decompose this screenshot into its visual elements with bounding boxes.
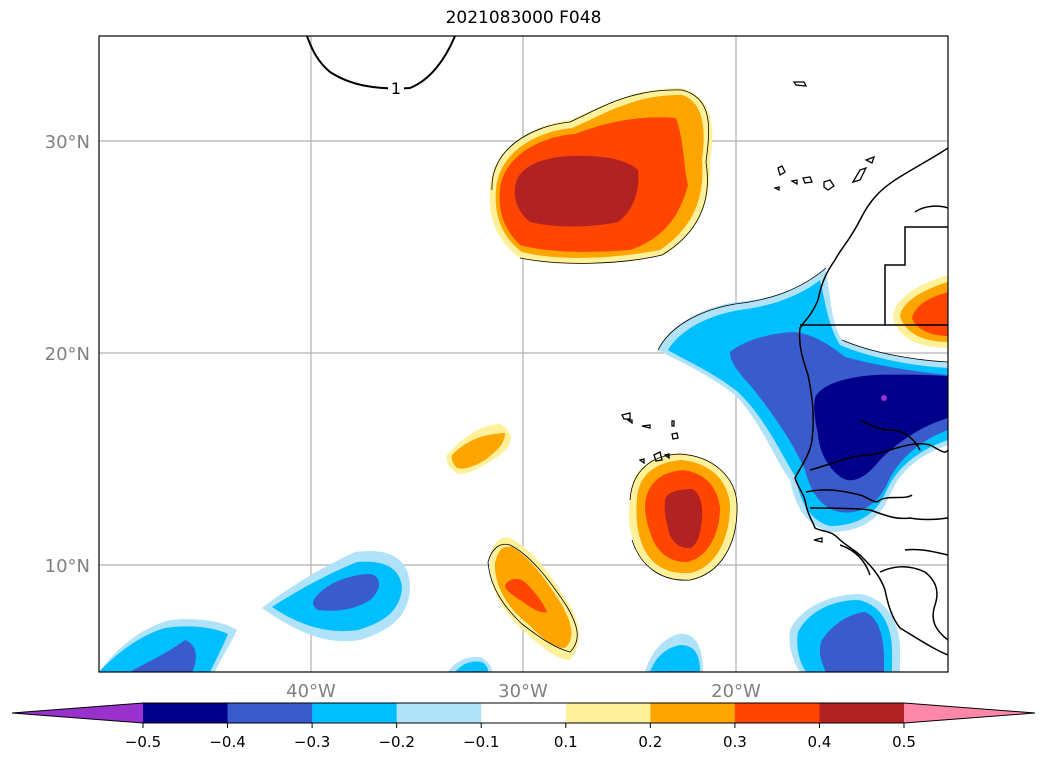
cold-anomaly-southwest [99, 550, 492, 672]
colorbar-tick-label: −0.5 [125, 733, 161, 751]
colorbar-extend-low [12, 703, 143, 723]
warm-anomaly-cape-verde [628, 453, 738, 581]
lon-label-40w: 40°W [286, 681, 336, 702]
border-morocco [914, 205, 948, 213]
canary-island-2 [790, 179, 798, 186]
colorbar-bin [227, 703, 313, 723]
border-sierraleone [839, 544, 871, 576]
lat-label-20n: 20°N [45, 344, 90, 365]
cape-verde-island-1 [621, 412, 631, 420]
colorbar-bin [312, 703, 398, 723]
border-lines [800, 226, 948, 326]
contour-label-bg [388, 79, 404, 97]
islands [621, 81, 876, 543]
border-gambia [805, 489, 913, 503]
bissagos-islands [813, 537, 823, 543]
cape-verde-island-7 [653, 451, 663, 462]
colorbar-tick-label: −0.4 [209, 733, 245, 751]
contour-label: 1 [391, 79, 401, 98]
warm-anomaly-north [489, 88, 713, 265]
lat-labels: 30°N 20°N 10°N [45, 132, 90, 577]
canary-island-3 [802, 176, 813, 184]
colorbar-bin [819, 703, 905, 723]
border-burkina [904, 548, 948, 556]
lat-label-30n: 30°N [45, 132, 90, 153]
colorbar: −0.5 −0.4 −0.3 −0.2 −0.1 0.1 0.2 0.3 0.4 0.5 [11, 702, 1036, 751]
colorbar-tick-label: 0.1 [554, 733, 578, 751]
canary-island-1 [777, 165, 786, 176]
map-frame [98, 35, 949, 673]
colorbar-bin [143, 703, 229, 723]
colorbar-bin [396, 703, 482, 723]
canary-island-5 [851, 166, 868, 184]
cape-verde-island-8 [663, 453, 670, 460]
azores-island [792, 81, 808, 87]
africa-coast [794, 147, 948, 656]
border-mali [859, 419, 921, 451]
colorbar-tick-label: −0.2 [378, 733, 414, 751]
coastlines [794, 147, 948, 656]
colorbar-tick-label: 0.2 [638, 733, 662, 751]
canary-island-6 [864, 155, 876, 164]
colorbar-extend-high [904, 703, 1035, 723]
canary-island-4 [823, 179, 835, 191]
lon-label-30w: 30°W [498, 681, 548, 702]
colorbar-tick-label: −0.3 [294, 733, 330, 751]
cold-anomaly-southeast [645, 594, 900, 672]
cape-verde-island-5 [671, 432, 679, 440]
colorbar-tick-label: 0.3 [723, 733, 747, 751]
colorbar-bin [481, 703, 567, 723]
warm-anomaly-south [487, 537, 580, 660]
canary-island-7 [773, 186, 780, 192]
map-title: 2021083000 F048 [445, 8, 602, 28]
lon-label-20w: 20°W [711, 681, 761, 702]
lat-label-10n: 10°N [45, 556, 90, 577]
cape-verde-island-4 [671, 420, 675, 427]
border-guinea [809, 507, 948, 521]
border-sahel [809, 443, 948, 471]
colorbar-tick-label: 0.5 [892, 733, 916, 751]
contour-line [306, 36, 456, 90]
cape-verde-island-6 [638, 458, 645, 465]
border-ivorycoast [879, 566, 948, 641]
cape-verde-island-2 [626, 419, 633, 425]
map-contents: 1 [99, 36, 948, 672]
colorbar-tick-label: 0.4 [808, 733, 832, 751]
cold-anomaly-west-africa [657, 267, 948, 532]
warm-anomaly-small [446, 424, 511, 475]
colorbar-tick-label: −0.1 [463, 733, 499, 751]
lon-labels: 40°W 30°W 20°W [286, 681, 761, 702]
colorbar-bin [650, 703, 736, 723]
cape-verde-island-3 [641, 424, 651, 429]
colorbar-bin [734, 703, 820, 723]
colorbar-bin [565, 703, 651, 723]
